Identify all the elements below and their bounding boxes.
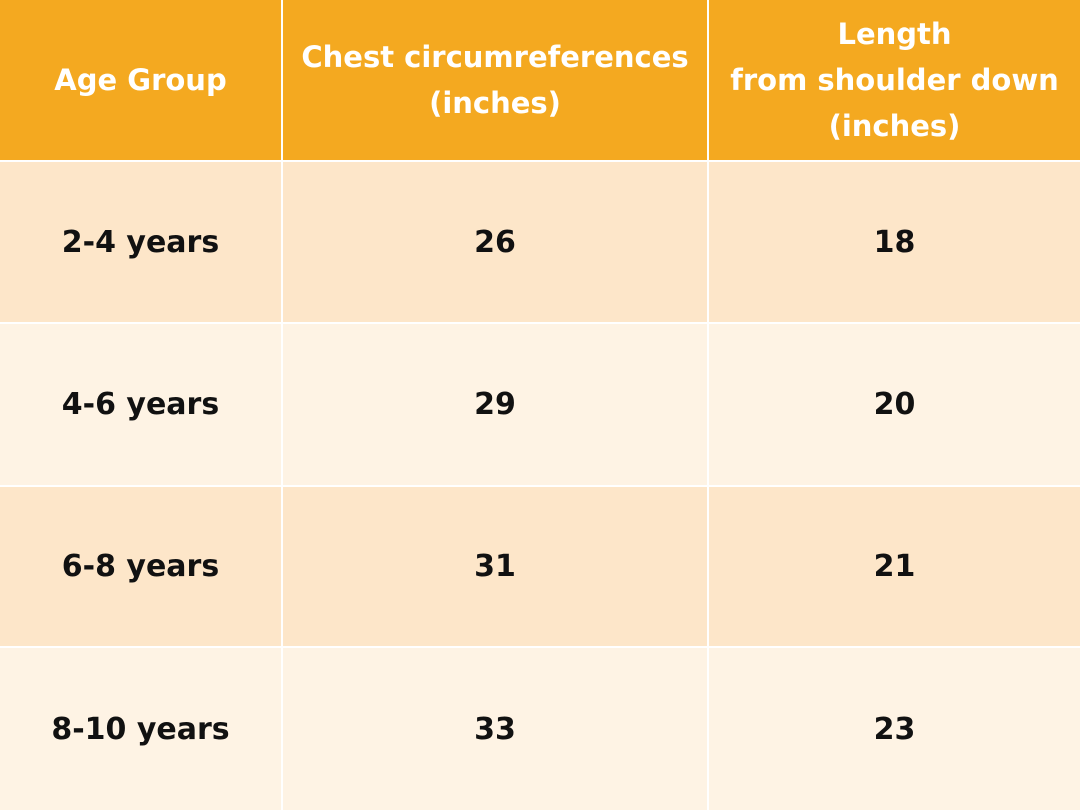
age-group: 2-4 years bbox=[61, 224, 220, 260]
age-group: 6-8 years bbox=[61, 549, 220, 584]
table-cell: 8-10 years bbox=[0, 648, 281, 810]
header-text: Age Group bbox=[54, 63, 227, 97]
header-text: (inches) bbox=[828, 109, 961, 143]
header-cell: Length from shoulder down (inches) bbox=[709, 0, 1080, 160]
header-text: Chest circumreferences bbox=[301, 40, 689, 74]
header-text: (inches) bbox=[429, 86, 561, 120]
table-cell: 33 bbox=[283, 648, 707, 810]
table-cell: 26 bbox=[283, 162, 707, 322]
measurement: 18 bbox=[873, 224, 916, 260]
table-cell: 21 bbox=[709, 487, 1080, 646]
measurement: 26 bbox=[474, 224, 516, 260]
age-group: 4-6 years bbox=[61, 387, 220, 422]
table-cell: 23 bbox=[709, 648, 1080, 810]
table-cell: 31 bbox=[283, 487, 707, 646]
measurement: 23 bbox=[873, 711, 916, 747]
table-cell: 20 bbox=[709, 324, 1080, 485]
table-cell: 29 bbox=[283, 324, 707, 485]
table-cell: 4-6 years bbox=[0, 324, 281, 485]
measurement: 20 bbox=[873, 387, 916, 422]
table-cell: 18 bbox=[709, 162, 1080, 322]
header-cell: Chest circumreferences (inches) bbox=[283, 0, 707, 160]
table-cell: 6-8 years bbox=[0, 487, 281, 646]
age-group: 8-10 years bbox=[51, 711, 230, 747]
measurement: 21 bbox=[873, 549, 916, 584]
table-cell: 2-4 years bbox=[0, 162, 281, 322]
header-cell: Age Group bbox=[0, 0, 281, 160]
measurement: 33 bbox=[474, 711, 516, 747]
measurement: 31 bbox=[474, 549, 516, 584]
header-text: Length bbox=[837, 17, 952, 51]
header-text: from shoulder down bbox=[730, 63, 1059, 97]
measurement: 29 bbox=[474, 387, 516, 422]
